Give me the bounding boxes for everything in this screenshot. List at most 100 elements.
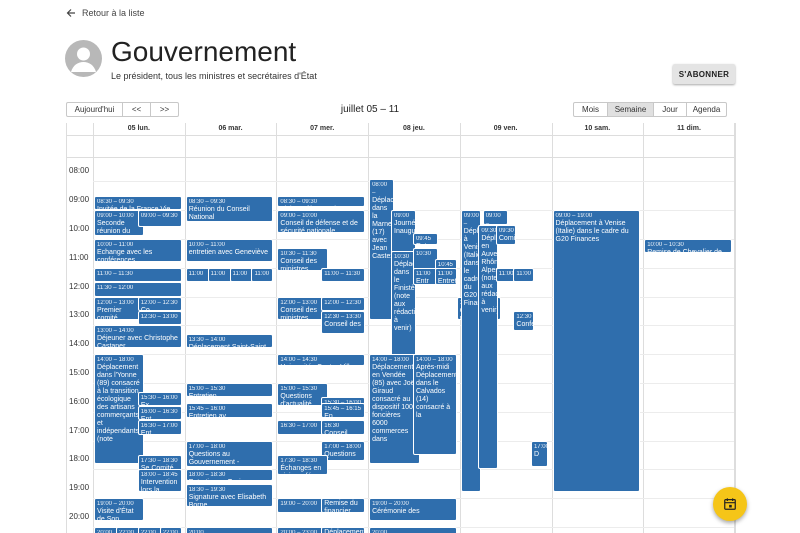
- calendar-event[interactable]: 09:00 – 10:00 Conseil de défense et de sé…: [277, 210, 366, 234]
- calendar-event[interactable]: 12:00 – 13:00 Premier comité: [94, 296, 145, 320]
- calendar-event[interactable]: 08:30 – 09:30 Invitée de la France Vie: [94, 195, 182, 211]
- calendar-event[interactable]: 12:30 – 13:30 Conseil des: [321, 311, 366, 335]
- calendar-event[interactable]: 11:00: [251, 267, 274, 283]
- calendar-event[interactable]: 09:00 – 09:30: [137, 210, 182, 228]
- calendar-event[interactable]: 08:30 – 09:30Visioconférence des profes: [277, 195, 366, 208]
- calendar-event[interactable]: 14:00 – 14:30Universités Centre-Ville: [277, 354, 366, 366]
- hour-label: 19:00: [69, 483, 90, 493]
- hour-label: 15:00: [69, 368, 90, 377]
- day-header[interactable]: 05 lun.: [127, 125, 150, 132]
- calendar-event[interactable]: 20:00 – 23:00: [277, 527, 328, 533]
- calendar-event[interactable]: 15:45 – 16:00 Entretien av: [185, 403, 274, 418]
- calendar-event[interactable]: 09:00 – 19:00 Déplacement à Venise (Itali…: [552, 210, 641, 493]
- calendar-event[interactable]: 18:30 – 19:30 Signature avec Elisabeth Bo…: [185, 483, 274, 507]
- day-header[interactable]: 07 mer.: [310, 125, 335, 132]
- event-time: 17:00 – 18:00: [324, 443, 361, 450]
- calendar-event[interactable]: 11:00 – 11:30: [321, 267, 366, 283]
- calendar-event[interactable]: 09:45Entr: [412, 233, 439, 245]
- event-time: 11:00: [516, 270, 531, 277]
- calendar-event[interactable]: 17:00 – 18:00 Questions au Gouvernement -: [185, 440, 274, 467]
- subscribe-button[interactable]: S'ABONNER: [673, 64, 735, 84]
- calendar-event[interactable]: 09:30 Comit: [495, 224, 517, 245]
- calendar-event[interactable]: 10:00 – 10:30 Remise de Chevalier de: [644, 239, 732, 254]
- calendar-event[interactable]: 10:30 – 11:30 Conseil des ministres: [277, 247, 328, 271]
- event-time: 09:00 – 09:30: [140, 213, 178, 220]
- calendar-event[interactable]: 16:00 – 16:30 Ent: [137, 406, 182, 421]
- calendar-event[interactable]: 11:30 – 12:00: [94, 282, 182, 297]
- calendar-event[interactable]: 09:30Déplacement en Auvergne-Rhône-Alpes…: [478, 224, 499, 470]
- event-time: 12:00 – 12:30: [140, 299, 178, 306]
- calendar-event[interactable]: 08:00 –Déplacement dans la Marne (17) av…: [369, 178, 395, 320]
- event-time: 15:00 – 15:30: [280, 386, 318, 392]
- calendar-event[interactable]: 15:00 – 15:30 Entretien: [185, 383, 274, 398]
- calendar-event[interactable]: 10:00 – 11:00 entretien avec Geneviève: [185, 239, 274, 263]
- calendar-event[interactable]: 16:30 – 17:00 Ent: [137, 420, 182, 435]
- calendar-event[interactable]: 11:00: [513, 267, 534, 283]
- calendar-event[interactable]: 12:30Conférence: [513, 311, 534, 332]
- calendar-event[interactable]: 19:00 – 20:00 Visite d'État de Son: [94, 498, 145, 522]
- event-title: Cérémonie des: [372, 508, 420, 516]
- calendar-event[interactable]: 18:00 – 18:45 Intervention lors la: [137, 469, 182, 493]
- view-semaine-button[interactable]: Semaine: [607, 102, 654, 117]
- calendar-event[interactable]: 12:00 – 12:30: [321, 296, 366, 311]
- next-button[interactable]: >>: [150, 102, 179, 117]
- day-header[interactable]: 08 jeu.: [403, 125, 425, 132]
- calendar-event[interactable]: 15:30 – 16:00 Ex: [137, 391, 182, 407]
- day-header[interactable]: 09 ven.: [493, 125, 518, 132]
- allday-divider: [67, 157, 734, 158]
- arrow-left-icon: [66, 9, 75, 17]
- today-button[interactable]: Aujourd'hui: [66, 102, 123, 117]
- event-time: 17:00: [533, 443, 549, 450]
- calendar-event[interactable]: 11:00 – 11:30: [94, 267, 182, 283]
- day-header[interactable]: 10 sam.: [584, 125, 611, 132]
- calendar-event[interactable]: 16:30 Conseil: [321, 420, 366, 435]
- hour-label: 14:00: [69, 339, 90, 349]
- event-time: 10:00 – 11:00: [97, 242, 134, 248]
- calendar-event[interactable]: 22:00: [159, 527, 182, 533]
- event-title: Remise de Chevalier de: [647, 249, 722, 254]
- view-agenda-button[interactable]: Agenda: [686, 102, 727, 117]
- calendar-event[interactable]: 14:00 – 18:00 Déplacement en Vendée (85) …: [369, 354, 420, 464]
- event-time: 16:30: [324, 423, 340, 430]
- calendar-event[interactable]: Remise du financier: [321, 498, 366, 513]
- calendar-event[interactable]: 12:00 – 13:00 Conseil des ministres: [277, 296, 328, 320]
- back-link[interactable]: Retour à la liste: [66, 8, 145, 18]
- previous-button[interactable]: <<: [122, 102, 151, 117]
- calendar-event[interactable]: Déplacement: [321, 527, 366, 533]
- calendar-event[interactable]: 09:00 –Déplacement à Venise (Italie) dan…: [460, 210, 481, 493]
- calendar-event[interactable]: 09:00 – 09:30Visio: [482, 210, 508, 225]
- calendar-event[interactable]: 15:00 – 15:30 Questions d'actualité: [277, 383, 328, 407]
- calendar-event[interactable]: 20:00: [369, 527, 457, 533]
- calendar-event[interactable]: 20:00: [185, 527, 274, 533]
- calendar-event[interactable]: 08:30 – 09:30 Réunion du Conseil National: [185, 195, 274, 222]
- day-header[interactable]: 11 dim.: [677, 125, 701, 132]
- calendar-event[interactable]: 12:00 – 12:30 Co: [137, 296, 182, 311]
- calendar-event[interactable]: 13:30 – 14:00 Déplacement Saint-Saint: [185, 334, 274, 349]
- calendar-event[interactable]: 19:00 – 20:00 Cérémonie des: [369, 498, 457, 522]
- view-switcher: Mois Semaine Jour Agenda: [573, 102, 727, 117]
- calendar-event[interactable]: 14:00 – 18:00 Déplacement dans l'Yonne (8…: [94, 354, 145, 464]
- calendar-event[interactable]: 12:30 – 13:00: [137, 311, 182, 326]
- event-time: 22:00: [118, 530, 134, 533]
- event-time: 15:45 – 16:00: [188, 406, 226, 413]
- event-title: Co: [140, 306, 150, 311]
- event-title: Questions d'actualité: [280, 393, 312, 407]
- view-jour-button[interactable]: Jour: [653, 102, 687, 117]
- calendar-fab-button[interactable]: [713, 487, 747, 521]
- calendar-event[interactable]: 14:00 – 18:00 Après-midi Déplacement dans…: [412, 354, 457, 455]
- calendar-event[interactable]: 17:00 D: [530, 440, 549, 467]
- calendar-event[interactable]: 16:30 – 17:00: [277, 420, 328, 435]
- calendar-event[interactable]: 10:00 – 11:00 Echange avec les conférence…: [94, 239, 182, 263]
- calendar-event[interactable]: 13:00 – 14:00 Déjeuner avec Christophe Ca…: [94, 325, 182, 349]
- calendar-event[interactable]: 15:45 – 16:15 En: [321, 403, 366, 418]
- event-title: Entretien: [437, 277, 457, 285]
- day-header[interactable]: 06 mar.: [218, 125, 243, 132]
- calendar-event[interactable]: 19:00 – 20:00: [277, 498, 328, 513]
- event-time: 11:00: [415, 270, 431, 277]
- view-mois-button[interactable]: Mois: [573, 102, 608, 117]
